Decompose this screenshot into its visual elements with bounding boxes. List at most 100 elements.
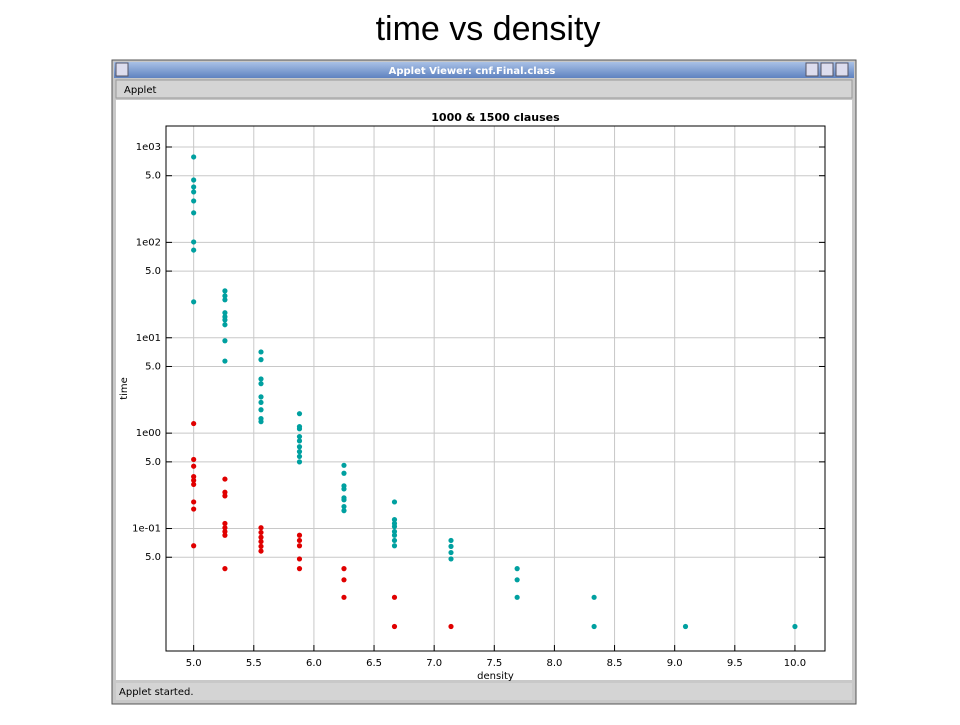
y-tick-label: 1e03 — [136, 142, 161, 153]
point — [391, 523, 398, 530]
point — [591, 623, 597, 630]
point — [222, 489, 228, 495]
point — [191, 474, 197, 480]
chart-title: 1000 & 1500 clauses — [431, 111, 560, 124]
point — [222, 476, 228, 482]
point — [391, 543, 398, 549]
point — [391, 623, 398, 630]
point — [191, 184, 197, 190]
point — [341, 577, 347, 583]
point — [191, 177, 197, 183]
x-tick-label: 9.5 — [727, 658, 743, 669]
point — [191, 299, 197, 305]
point — [222, 338, 228, 344]
point — [191, 154, 197, 160]
y-tick-label: 1e00 — [136, 428, 161, 439]
window-title: Applet Viewer: cnf.Final.class — [389, 66, 556, 77]
point — [222, 297, 228, 303]
point — [222, 493, 228, 499]
y-axis-label: time — [119, 377, 130, 400]
point — [682, 623, 689, 630]
point — [191, 210, 197, 216]
point — [258, 376, 264, 382]
point — [258, 529, 264, 536]
y-tick-label: 5.0 — [145, 361, 161, 372]
point — [191, 247, 197, 253]
point — [341, 503, 347, 510]
point — [341, 497, 347, 503]
point — [222, 566, 228, 572]
point — [191, 198, 197, 204]
status-text: Applet started. — [119, 687, 194, 698]
x-tick-label: 6.5 — [366, 658, 382, 669]
point — [391, 537, 398, 544]
window-menu-button[interactable] — [115, 62, 129, 77]
point — [258, 534, 264, 540]
x-tick-label: 10.0 — [784, 658, 806, 669]
point — [514, 594, 520, 600]
y-tick-label: 5.0 — [145, 552, 161, 563]
y-tick-label: 5.0 — [145, 171, 161, 182]
point — [258, 349, 264, 355]
point — [341, 508, 347, 514]
point — [341, 470, 347, 476]
point — [296, 444, 303, 450]
point — [258, 538, 264, 545]
point — [296, 433, 303, 440]
x-tick-label: 8.5 — [607, 658, 623, 669]
point — [391, 528, 398, 535]
point — [258, 419, 264, 425]
maximize-button[interactable] — [820, 62, 834, 77]
point — [191, 463, 197, 469]
x-axis-label: density — [477, 671, 514, 682]
point — [258, 548, 264, 554]
point — [222, 288, 228, 294]
point — [258, 543, 264, 549]
point — [222, 317, 228, 323]
x-tick-label: 9.0 — [667, 658, 683, 669]
point — [258, 394, 264, 400]
point — [341, 486, 347, 492]
point — [296, 438, 303, 444]
minimize-button[interactable] — [805, 62, 819, 77]
point — [222, 293, 228, 299]
point — [191, 481, 197, 488]
x-tick-label: 7.0 — [426, 658, 442, 669]
point — [448, 549, 454, 556]
point — [296, 449, 303, 455]
point — [222, 520, 228, 527]
point — [258, 525, 264, 531]
point — [792, 623, 798, 630]
point — [296, 459, 303, 465]
menu-item[interactable]: Applet — [124, 85, 156, 96]
point — [391, 517, 398, 523]
y-tick-label: 1e02 — [136, 237, 161, 248]
applet-area — [116, 100, 852, 680]
point — [448, 537, 454, 544]
status-bar — [116, 683, 852, 700]
point — [296, 453, 303, 460]
x-tick-label: 8.0 — [546, 658, 562, 669]
point — [258, 407, 264, 413]
plot-frame — [165, 125, 826, 652]
point — [448, 543, 454, 549]
point — [222, 532, 228, 538]
point — [448, 556, 454, 562]
point — [296, 556, 303, 562]
x-tick-label: 5.0 — [186, 658, 202, 669]
y-tick-label: 1e01 — [136, 333, 161, 344]
y-tick-label: 1e-01 — [132, 524, 161, 535]
point — [191, 506, 197, 512]
point — [222, 528, 228, 535]
plot: 1000 & 1500 clauses density time 5.0 5.5 6.0 6… — [119, 111, 826, 682]
point — [296, 537, 303, 544]
point — [222, 358, 228, 364]
close-button[interactable] — [835, 62, 849, 77]
point — [258, 357, 264, 363]
point — [258, 399, 264, 406]
point — [391, 532, 398, 538]
point — [391, 499, 398, 505]
point — [222, 310, 228, 316]
